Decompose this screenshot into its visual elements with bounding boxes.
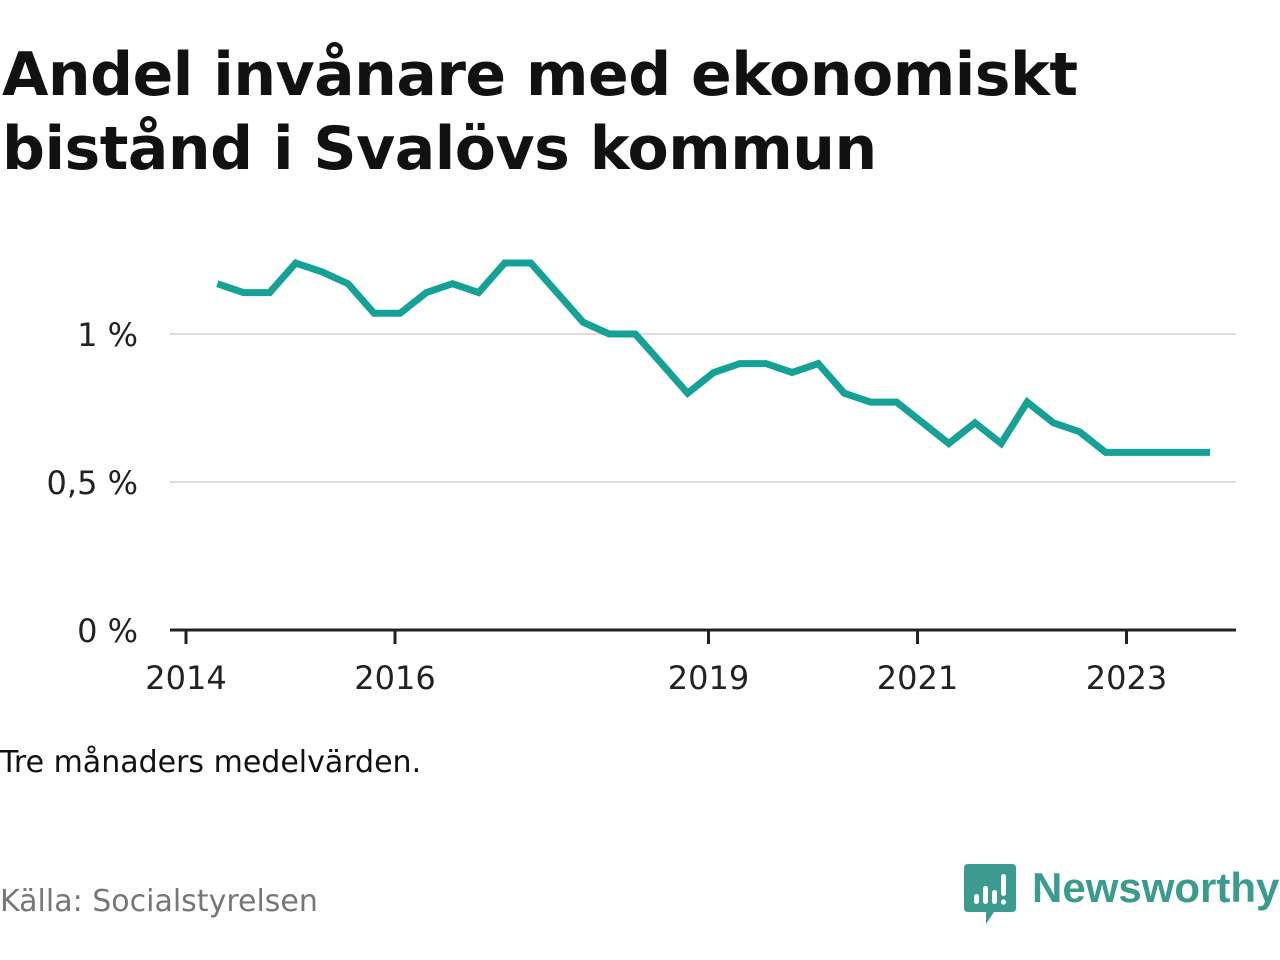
x-tick-label: 2019	[668, 659, 749, 697]
chart-note: Tre månaders medelvärden.	[0, 745, 422, 780]
series-layer	[216, 258, 1211, 456]
line-chart: 0 % 0,5 % 1 % 2014 2016 2019 2021 2023	[47, 258, 1236, 697]
source-credit: Källa: Socialstyrelsen	[0, 884, 318, 919]
x-tick-label: 2016	[354, 659, 435, 697]
y-axis: 0 % 0,5 % 1 %	[47, 316, 138, 650]
y-tick-label: 0,5 %	[47, 464, 138, 502]
brand-name: Newsworthy	[1032, 864, 1280, 911]
x-tick-label: 2014	[145, 659, 226, 697]
x-axis: 2014 2016 2019 2021 2023	[145, 630, 1167, 697]
newsworthy-logo-icon	[964, 864, 1016, 924]
chart-title: Andel invånare med ekonomiskt bistånd i …	[2, 40, 1078, 184]
x-tick-label: 2021	[877, 659, 958, 697]
x-tick-label: 2023	[1086, 659, 1167, 697]
y-tick-label: 1 %	[77, 316, 138, 354]
y-tick-label: 0 %	[77, 612, 138, 650]
gridlines	[170, 333, 1236, 483]
series-line	[216, 258, 1211, 456]
